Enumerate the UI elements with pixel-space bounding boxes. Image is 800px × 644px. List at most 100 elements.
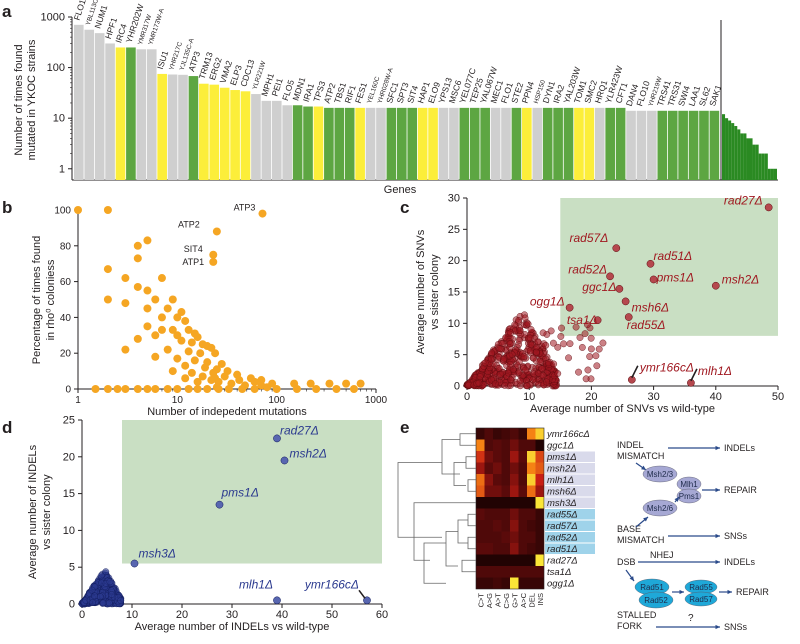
e-heat-cell — [476, 543, 485, 555]
a-bar — [397, 107, 407, 180]
b-point — [151, 295, 160, 304]
c-point — [587, 345, 595, 353]
b-point — [163, 304, 172, 313]
e-heat-cell — [501, 508, 510, 520]
d-y-tick-label: 20 — [63, 451, 75, 463]
b-point — [133, 254, 142, 263]
e-heat-cell — [476, 451, 485, 463]
e-dendrogram-branch — [397, 462, 442, 538]
b-y-tick-label: 80 — [60, 241, 72, 252]
d-point-label: rad27Δ — [280, 423, 319, 437]
c-leader-line — [631, 365, 639, 379]
e-heat-cell — [476, 577, 485, 589]
e-heat-cell — [510, 428, 519, 440]
e-row-label: rad52Δ — [547, 533, 578, 544]
a-bar — [271, 100, 282, 180]
b-point — [103, 295, 112, 304]
a-tail-bar — [722, 114, 726, 180]
c-point — [550, 360, 558, 368]
d-labeled-point — [215, 500, 224, 509]
e-heat-cell — [527, 439, 536, 451]
e-row-label: rad51Δ — [547, 544, 578, 555]
a-bar — [178, 74, 188, 180]
b-point — [151, 352, 160, 361]
e-heat-cell — [518, 508, 527, 520]
e-col-label: INS — [536, 593, 545, 606]
c-point — [592, 352, 600, 360]
e-heat-cell — [535, 462, 544, 474]
e-arrow-head — [715, 533, 720, 539]
c-point — [534, 338, 542, 346]
e-arrow-head — [715, 559, 720, 565]
b-x-tick-label: 1 — [75, 395, 81, 406]
e-heat-cell — [484, 508, 493, 520]
e-heat-cell — [535, 543, 544, 555]
e-heat-cell — [501, 474, 510, 486]
e-heat-cell — [484, 577, 493, 589]
b-point — [113, 385, 122, 393]
c-point — [529, 376, 537, 384]
e-row-highlight — [545, 474, 595, 485]
c-y-label: vs sister colony — [429, 254, 441, 330]
a-bar — [449, 107, 459, 180]
c-point — [516, 377, 524, 385]
e-arrow-head — [727, 589, 732, 595]
b-point — [184, 347, 193, 356]
e-arrow-head — [641, 465, 646, 470]
c-point — [506, 360, 514, 368]
e-heat-cell — [527, 497, 536, 509]
d-y-tick-label: 5 — [69, 562, 75, 574]
a-bar — [605, 107, 616, 180]
a-bar — [636, 110, 647, 180]
c-y-tick-label: 10 — [448, 318, 460, 330]
c-point — [581, 330, 589, 338]
a-bar — [136, 49, 147, 181]
a-y-tick-label: 10 — [53, 113, 65, 125]
e-row-highlight — [545, 520, 595, 531]
d-point-label: msh2Δ — [290, 446, 327, 460]
e-row-highlight — [545, 509, 595, 520]
e-heat-cell — [501, 543, 510, 555]
c-point — [475, 379, 483, 387]
e-row-highlight — [545, 451, 595, 462]
a-bar — [709, 110, 720, 180]
b-point — [203, 385, 212, 393]
e-dendrogram-branch — [413, 502, 430, 561]
d-labeled-point — [273, 596, 281, 605]
d-labeled-point — [273, 434, 281, 443]
d-x-tick-label: 50 — [326, 609, 338, 621]
e-heat-cell — [535, 554, 544, 566]
e-heat-cell — [510, 531, 519, 543]
e-heat-cell — [518, 451, 527, 463]
e-heat-cell — [518, 485, 527, 497]
b-annotation: SIT4 — [184, 244, 203, 254]
b-point — [151, 385, 160, 393]
e-heat-cell — [493, 428, 502, 440]
e-heat-cell — [518, 428, 527, 440]
a-tail-bar — [755, 144, 759, 180]
a-tail-bar — [770, 168, 774, 180]
b-y-label: in rho⁰ coloniess — [45, 259, 57, 340]
e-diagram-text: DSB — [617, 557, 636, 567]
c-point — [572, 323, 580, 331]
c-point — [542, 341, 550, 349]
c-point — [527, 326, 535, 333]
c-point — [599, 339, 607, 347]
b-point — [187, 368, 196, 377]
panel-a-letter: a — [2, 2, 12, 21]
a-bar — [699, 110, 709, 180]
a-bar — [522, 107, 532, 180]
e-rad57-ellipse-label: Rad57 — [689, 595, 713, 604]
c-labeled-point — [646, 259, 655, 268]
e-diagram-text: MISMATCH — [617, 451, 664, 461]
c-labeled-point — [615, 285, 624, 293]
b-point — [207, 376, 216, 385]
b-point — [250, 385, 259, 393]
c-y-tick-label: 5 — [454, 349, 460, 361]
a-bar — [407, 107, 418, 180]
e-dendrogram-branch — [441, 439, 460, 475]
e-heat-cell — [484, 451, 493, 463]
b-point — [198, 372, 207, 381]
e-row-highlight — [545, 463, 595, 474]
